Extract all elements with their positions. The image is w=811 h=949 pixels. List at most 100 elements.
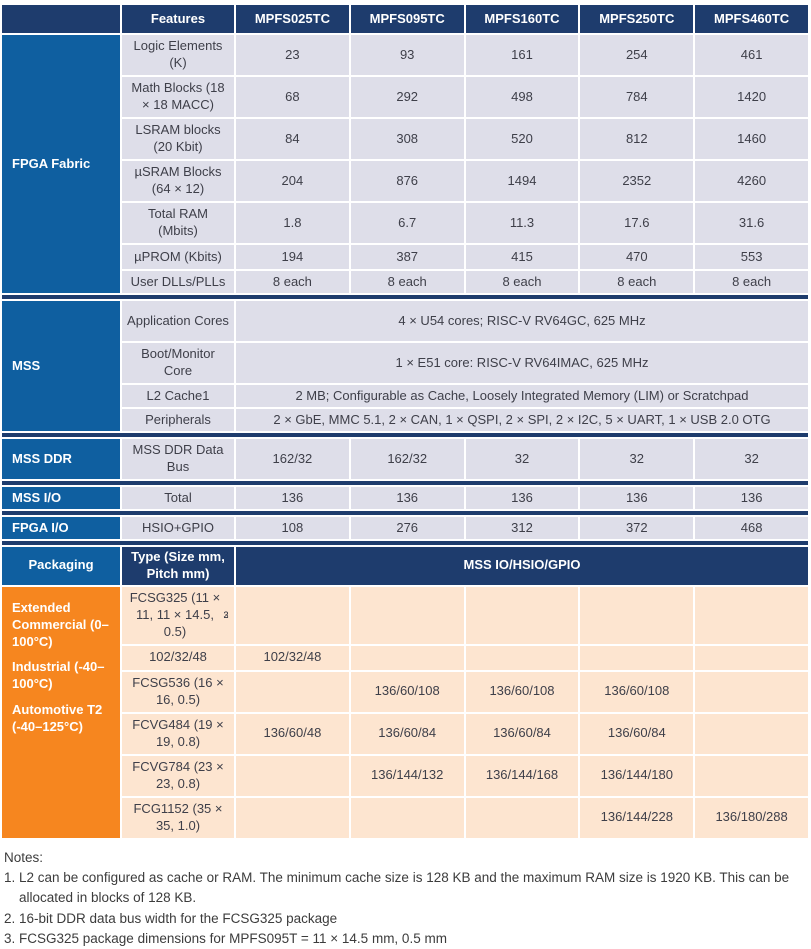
- note-text: FCSG325 package dimensions for MPFS095T …: [19, 930, 447, 946]
- package-value-cell: [695, 713, 808, 754]
- section-rows: MSS DDR Data Bus 162/32 162/32 32 32 32: [122, 439, 808, 479]
- value-cell: 784: [580, 77, 694, 117]
- package-value-cell: 136/144/228: [580, 797, 694, 838]
- table-row: Application Cores 4 × U54 cores; RISC-V R…: [122, 301, 808, 341]
- value-cell: 553: [695, 245, 808, 269]
- package-value-cell: 136/60/84: [580, 713, 694, 754]
- table-row: µPROM (Kbits) 194 387 415 470 553: [122, 245, 808, 269]
- section-label: MSS DDR: [2, 439, 120, 479]
- table-row: User DLLs/PLLs 8 each 8 each 8 each 8 each 8 …: [122, 271, 808, 293]
- value-cell: 1494: [465, 161, 579, 201]
- spanned-value-cell: 4 × U54 cores; RISC-V RV64GC, 625 MHz: [236, 301, 808, 341]
- value-cell: 161: [465, 35, 579, 75]
- value-cell: 11.3: [465, 203, 579, 243]
- temperature-grade: Industrial (-40–100°C): [12, 659, 105, 692]
- spanned-value-cell: 1 × E51 core: RISC-V RV64IMAC, 625 MHz: [236, 343, 808, 383]
- value-cell: 8 each: [236, 271, 349, 293]
- package-row: FCVG484 (19 × 19, 0.8) 136/60/48 136/60/84…: [122, 713, 808, 754]
- temperature-grade: Automotive T2 (-40–125°C): [12, 702, 103, 735]
- feature-cell: µPROM (Kbits): [122, 245, 234, 269]
- value-cell: 1420: [695, 77, 808, 117]
- temperature-grades-cell: Extended Commercial (0–100°C) Industrial …: [2, 586, 120, 838]
- package-value-cell: 102/32/48: [236, 645, 349, 670]
- package-value-cell: [350, 586, 464, 644]
- package-value-cell: 136/60/84: [350, 713, 464, 754]
- value-cell: 387: [350, 245, 464, 269]
- feature-cell: MSS DDR Data Bus: [122, 439, 234, 479]
- device-spec-table: Features MPFS025TC MPFS095TC MPFS160TC MPFS2…: [2, 5, 808, 838]
- note-number: 1.: [4, 870, 16, 886]
- feature-cell: Logic Elements (K): [122, 35, 234, 75]
- package-type-cell: FCVG484 (19 × 19, 0.8): [122, 713, 234, 754]
- value-cell: 8 each: [350, 271, 464, 293]
- note-number: 2.: [4, 910, 16, 926]
- table-row: Peripherals 2 × GbE, MMC 5.1, 2 × CAN, 1 …: [122, 409, 808, 431]
- package-row: FCG1152 (35 × 35, 1.0) 136/144/228 136/180…: [122, 797, 808, 838]
- section-label: FPGA Fabric: [2, 35, 120, 293]
- feature-cell: Boot/Monitor Core: [122, 343, 234, 383]
- package-value-cell: [236, 797, 349, 838]
- package-value-cell: [350, 797, 464, 838]
- feature-cell: Math Blocks (18 × 18 MACC): [122, 77, 234, 117]
- table-row: Total RAM (Mbits) 1.8 6.7 11.3 17.6 31.6: [122, 203, 808, 243]
- device-column-header: MPFS025TC: [236, 5, 349, 33]
- value-cell: 136: [465, 487, 579, 509]
- package-row: FCSG325 (11 × 11, 11 × 14.5, 0.5) 2 3: [122, 586, 808, 644]
- notes-list: 1. L2 can be configured as cache or RAM. …: [4, 868, 807, 949]
- feature-cell: Application Cores: [122, 301, 234, 341]
- feature-cell: Peripherals: [122, 409, 234, 431]
- packaging-section-label: Packaging: [2, 547, 120, 585]
- section-mss-io: MSS I/O Total 136 136 136 136 136: [2, 487, 808, 509]
- table-row: L2 Cache1 2 MB; Configurable as Cache, Lo…: [122, 385, 808, 407]
- value-cell: 136: [580, 487, 694, 509]
- value-cell: 312: [465, 517, 579, 539]
- device-column-header: MPFS160TC: [465, 5, 579, 33]
- package-value-cell: 136/60/108: [580, 671, 694, 712]
- value-cell: 84: [236, 119, 349, 159]
- value-cell: 32: [465, 439, 579, 479]
- package-value-cell: [350, 645, 464, 670]
- package-value-cell: 136/60/108: [350, 671, 464, 712]
- package-type-cell: FCSG325 (11 × 11, 11 × 14.5, 0.5) 2 3: [122, 586, 234, 644]
- value-cell: 31.6: [695, 203, 808, 243]
- temperature-grade: Extended Commercial (0–100°C): [12, 599, 109, 649]
- package-value-cell: [695, 755, 808, 796]
- device-column-header: MPFS095TC: [350, 5, 464, 33]
- section-rows: HSIO+GPIO 108 276 312 372 468: [122, 517, 808, 539]
- package-value-cell: 136/60/48: [236, 713, 349, 754]
- package-value-cell: [236, 586, 349, 644]
- value-cell: 162/32: [350, 439, 464, 479]
- value-cell: 136: [695, 487, 808, 509]
- value-cell: 93: [350, 35, 464, 75]
- value-cell: 372: [580, 517, 694, 539]
- feature-cell: HSIO+GPIO: [122, 517, 234, 539]
- value-cell: 1.8: [236, 203, 349, 243]
- table-row: µSRAM Blocks (64 × 12) 204 876 1494 2352 4260: [122, 161, 808, 201]
- value-cell: 8 each: [695, 271, 808, 293]
- value-cell: 461: [695, 35, 808, 75]
- package-type-cell: 102/32/48: [122, 645, 234, 670]
- section-divider: [2, 541, 808, 545]
- note-item: 1. L2 can be configured as cache or RAM. …: [4, 868, 807, 909]
- section-divider: [2, 511, 808, 515]
- spanned-value-cell: 2 MB; Configurable as Cache, Loosely Int…: [236, 385, 808, 407]
- value-cell: 468: [695, 517, 808, 539]
- packaging-rows: FCSG325 (11 × 11, 11 × 14.5, 0.5) 2 3 102/…: [122, 586, 808, 838]
- table-row: Boot/Monitor Core 1 × E51 core: RISC-V RV…: [122, 343, 808, 383]
- value-cell: 8 each: [465, 271, 579, 293]
- value-cell: 32: [695, 439, 808, 479]
- note-item: 3. FCSG325 package dimensions for MPFS095…: [4, 929, 807, 949]
- table-sections: FPGA Fabric Logic Elements (K) 23 93 161 254 4…: [2, 35, 808, 539]
- section-divider: [2, 481, 808, 485]
- section-label: FPGA I/O: [2, 517, 120, 539]
- value-cell: 876: [350, 161, 464, 201]
- feature-cell: Total: [122, 487, 234, 509]
- value-cell: 415: [465, 245, 579, 269]
- table-row: MSS DDR Data Bus 162/32 162/32 32 32 32: [122, 439, 808, 479]
- value-cell: 254: [580, 35, 694, 75]
- package-value-cell: [695, 645, 808, 670]
- value-cell: 498: [465, 77, 579, 117]
- feature-cell: µSRAM Blocks (64 × 12): [122, 161, 234, 201]
- value-cell: 4260: [695, 161, 808, 201]
- package-value-cell: 136/144/132: [350, 755, 464, 796]
